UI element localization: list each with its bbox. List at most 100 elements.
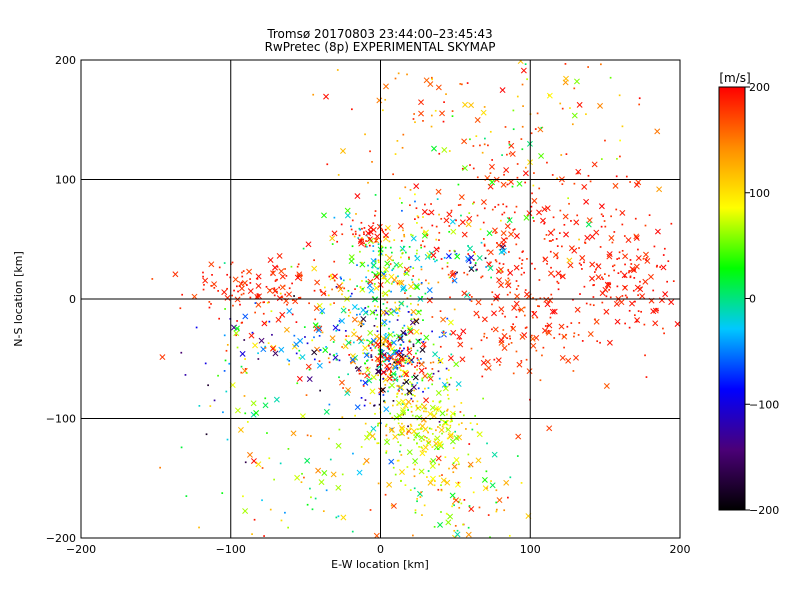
scatter-marker-dot <box>264 347 267 349</box>
scatter-marker-x <box>397 262 404 269</box>
scatter-marker-dot <box>347 335 350 338</box>
scatter-marker-dot <box>394 153 397 155</box>
scatter-marker-dot <box>246 421 249 423</box>
scatter-marker-dot <box>424 292 427 295</box>
scatter-marker-dot <box>376 442 379 445</box>
scatter-marker-x <box>384 362 390 369</box>
scatter-marker-x <box>496 497 503 504</box>
scatter-marker-x <box>296 375 303 382</box>
scatter-marker-dot <box>592 296 595 298</box>
scatter-marker-x <box>383 406 390 413</box>
scatter-marker-dot <box>370 356 373 358</box>
scatter-marker-dot <box>418 362 421 365</box>
scatter-marker-dot <box>364 399 367 401</box>
scatter-marker-dot <box>411 278 413 281</box>
scatter-marker-dot <box>349 341 352 344</box>
scatter-marker-x <box>475 299 482 306</box>
scatter-marker-dot <box>390 378 393 381</box>
scatter-marker-dot <box>556 245 559 247</box>
scatter-marker-dot <box>406 466 409 468</box>
scatter-marker-x <box>450 270 457 277</box>
scatter-marker-x <box>437 521 444 528</box>
scatter-marker-dot <box>578 322 581 324</box>
scatter-marker-dot <box>439 424 441 426</box>
scatter-marker-dot <box>509 337 512 340</box>
scatter-marker-dot <box>309 487 311 490</box>
scatter-marker-x <box>381 319 388 326</box>
scatter-marker-dot <box>384 228 387 231</box>
scatter-marker-dot <box>515 316 518 318</box>
scatter-marker-dot <box>365 234 368 237</box>
scatter-marker-dot <box>589 180 592 183</box>
scatter-marker-dot <box>396 385 399 387</box>
scatter-marker-dot <box>367 181 369 184</box>
scatter-marker-dot <box>341 346 343 348</box>
scatter-marker-dot <box>475 268 478 271</box>
y-tick-label: 0 <box>69 293 76 306</box>
scatter-marker-x <box>321 470 328 476</box>
scatter-marker-x <box>635 255 642 262</box>
scatter-marker-dot <box>470 266 473 269</box>
scatter-marker-dot <box>355 213 357 215</box>
scatter-marker-dot <box>358 234 361 237</box>
scatter-marker-dot <box>410 314 413 316</box>
scatter-marker-dot <box>207 384 209 387</box>
scatter-marker-dot <box>589 303 592 306</box>
scatter-marker-dot <box>448 276 451 279</box>
scatter-marker-dot <box>409 265 412 268</box>
scatter-marker-dot <box>267 301 270 304</box>
scatter-marker-x <box>500 237 507 244</box>
scatter-marker-dot <box>364 245 367 248</box>
scatter-marker-dot <box>407 425 409 428</box>
scatter-marker-dot <box>295 352 298 355</box>
scatter-marker-dot <box>573 335 575 338</box>
scatter-marker-x <box>429 463 436 469</box>
scatter-marker-dot <box>518 257 521 260</box>
scatter-marker-x <box>518 306 525 313</box>
scatter-marker-x <box>555 270 562 277</box>
scatter-marker-dot <box>411 234 414 237</box>
scatter-marker-dot <box>404 378 407 381</box>
scatter-marker-dot <box>572 370 575 372</box>
scatter-marker-dot <box>431 383 434 386</box>
scatter-marker-dot <box>359 250 361 253</box>
scatter-marker-dot <box>243 395 246 397</box>
scatter-marker-dot <box>262 312 265 315</box>
scatter-marker-dot <box>573 332 576 335</box>
scatter-marker-dot <box>311 508 314 511</box>
scatter-marker-x <box>172 271 179 278</box>
scatter-marker-dot <box>534 128 537 130</box>
scatter-marker-dot <box>388 343 391 346</box>
scatter-marker-dot <box>218 266 221 269</box>
scatter-marker-dot <box>387 390 389 393</box>
scatter-marker-dot <box>438 401 441 404</box>
scatter-marker-dot <box>335 352 338 355</box>
scatter-marker-dot <box>451 420 453 422</box>
scatter-marker-dot <box>443 256 446 259</box>
scatter-marker-dot <box>427 442 430 444</box>
scatter-marker-dot <box>427 213 430 216</box>
scatter-marker-dot <box>373 404 375 407</box>
scatter-marker-dot <box>327 294 330 297</box>
scatter-marker-x <box>559 354 566 361</box>
scatter-marker-x <box>543 296 550 303</box>
scatter-marker-dot <box>382 394 385 396</box>
scatter-marker-x <box>468 506 475 512</box>
scatter-marker-dot <box>333 260 336 263</box>
scatter-marker-dot <box>507 268 510 271</box>
scatter-marker-dot <box>423 504 426 507</box>
scatter-marker-dot <box>240 365 243 368</box>
scatter-marker-dot <box>408 392 411 395</box>
scatter-marker-dot <box>400 239 403 242</box>
scatter-marker-x <box>562 213 569 220</box>
scatter-marker-dot <box>397 363 400 366</box>
scatter-marker-dot <box>302 247 305 250</box>
scatter-marker-dot <box>484 257 487 260</box>
scatter-marker-dot <box>508 335 511 338</box>
scatter-marker-dot <box>481 151 484 154</box>
scatter-marker-dot <box>628 309 631 312</box>
scatter-marker-x <box>603 383 610 389</box>
scatter-marker-dot <box>332 341 335 343</box>
scatter-marker-dot <box>440 418 442 421</box>
scatter-marker-x <box>406 325 413 332</box>
